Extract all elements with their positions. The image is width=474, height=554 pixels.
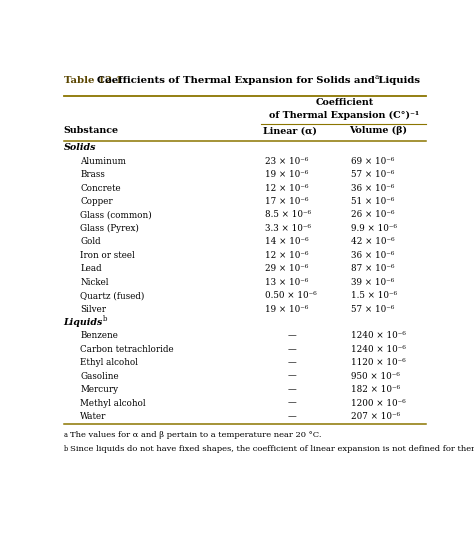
Text: Glass (common): Glass (common) — [80, 211, 152, 219]
Text: b: b — [64, 445, 68, 454]
Text: Ethyl alcohol: Ethyl alcohol — [80, 358, 138, 367]
Text: 14 × 10⁻⁶: 14 × 10⁻⁶ — [265, 237, 309, 247]
Text: Volume (β): Volume (β) — [349, 126, 408, 135]
Text: 9.9 × 10⁻⁶: 9.9 × 10⁻⁶ — [351, 224, 397, 233]
Text: 39 × 10⁻⁶: 39 × 10⁻⁶ — [351, 278, 394, 286]
Text: —: — — [287, 372, 296, 381]
Text: 207 × 10⁻⁶: 207 × 10⁻⁶ — [351, 412, 401, 421]
Text: 1240 × 10⁻⁶: 1240 × 10⁻⁶ — [351, 331, 406, 340]
Text: 0.50 × 10⁻⁶: 0.50 × 10⁻⁶ — [265, 291, 317, 300]
Text: —: — — [287, 331, 296, 340]
Text: of Thermal Expansion (C°)⁻¹: of Thermal Expansion (C°)⁻¹ — [269, 111, 419, 120]
Text: Gasoline: Gasoline — [80, 372, 119, 381]
Text: Table 12.1: Table 12.1 — [64, 76, 129, 85]
Text: 19 × 10⁻⁶: 19 × 10⁻⁶ — [265, 170, 309, 179]
Text: Carbon tetrachloride: Carbon tetrachloride — [80, 345, 174, 354]
Text: 1240 × 10⁻⁶: 1240 × 10⁻⁶ — [351, 345, 406, 354]
Text: 950 × 10⁻⁶: 950 × 10⁻⁶ — [351, 372, 400, 381]
Text: 29 × 10⁻⁶: 29 × 10⁻⁶ — [265, 264, 309, 273]
Text: Aluminum: Aluminum — [80, 157, 126, 166]
Text: 182 × 10⁻⁶: 182 × 10⁻⁶ — [351, 385, 401, 394]
Text: 36 × 10⁻⁶: 36 × 10⁻⁶ — [351, 183, 395, 193]
Text: 1200 × 10⁻⁶: 1200 × 10⁻⁶ — [351, 398, 406, 408]
Text: 12 × 10⁻⁶: 12 × 10⁻⁶ — [265, 183, 309, 193]
Text: Silver: Silver — [80, 305, 106, 314]
Text: Water: Water — [80, 412, 107, 421]
Text: Since liquids do not have fixed shapes, the coefficient of linear expansion is n: Since liquids do not have fixed shapes, … — [70, 445, 474, 454]
Text: Iron or steel: Iron or steel — [80, 251, 135, 260]
Text: 19 × 10⁻⁶: 19 × 10⁻⁶ — [265, 305, 309, 314]
Text: 17 × 10⁻⁶: 17 × 10⁻⁶ — [265, 197, 309, 206]
Text: The values for α and β pertain to a temperature near 20 °C.: The values for α and β pertain to a temp… — [70, 432, 322, 439]
Text: Linear (α): Linear (α) — [263, 126, 317, 135]
Text: —: — — [287, 385, 296, 394]
Text: 87 × 10⁻⁶: 87 × 10⁻⁶ — [351, 264, 395, 273]
Text: Mercury: Mercury — [80, 385, 118, 394]
Text: a: a — [64, 432, 68, 439]
Text: Quartz (fused): Quartz (fused) — [80, 291, 145, 300]
Text: 3.3 × 10⁻⁶: 3.3 × 10⁻⁶ — [265, 224, 311, 233]
Text: Benzene: Benzene — [80, 331, 118, 340]
Text: Liquids: Liquids — [64, 318, 103, 327]
Text: 12 × 10⁻⁶: 12 × 10⁻⁶ — [265, 251, 309, 260]
Text: Brass: Brass — [80, 170, 105, 179]
Text: 26 × 10⁻⁶: 26 × 10⁻⁶ — [351, 211, 395, 219]
Text: Concrete: Concrete — [80, 183, 121, 193]
Text: Nickel: Nickel — [80, 278, 109, 286]
Text: b: b — [103, 315, 108, 322]
Text: 69 × 10⁻⁶: 69 × 10⁻⁶ — [351, 157, 395, 166]
Text: —: — — [287, 412, 296, 421]
Text: 51 × 10⁻⁶: 51 × 10⁻⁶ — [351, 197, 395, 206]
Text: Solids: Solids — [64, 143, 96, 152]
Text: 1.5 × 10⁻⁶: 1.5 × 10⁻⁶ — [351, 291, 397, 300]
Text: 8.5 × 10⁻⁶: 8.5 × 10⁻⁶ — [265, 211, 311, 219]
Text: Glass (Pyrex): Glass (Pyrex) — [80, 224, 139, 233]
Text: Copper: Copper — [80, 197, 113, 206]
Text: 13 × 10⁻⁶: 13 × 10⁻⁶ — [265, 278, 309, 286]
Text: —: — — [287, 345, 296, 354]
Text: Methyl alcohol: Methyl alcohol — [80, 398, 146, 408]
Text: 36 × 10⁻⁶: 36 × 10⁻⁶ — [351, 251, 395, 260]
Text: 1120 × 10⁻⁶: 1120 × 10⁻⁶ — [351, 358, 406, 367]
Text: Coefficient: Coefficient — [315, 99, 374, 107]
Text: 23 × 10⁻⁶: 23 × 10⁻⁶ — [265, 157, 309, 166]
Text: —: — — [287, 358, 296, 367]
Text: 57 × 10⁻⁶: 57 × 10⁻⁶ — [351, 305, 395, 314]
Text: Lead: Lead — [80, 264, 102, 273]
Text: 57 × 10⁻⁶: 57 × 10⁻⁶ — [351, 170, 395, 179]
Text: —: — — [287, 398, 296, 408]
Text: Substance: Substance — [64, 126, 118, 135]
Text: 42 × 10⁻⁶: 42 × 10⁻⁶ — [351, 237, 395, 247]
Text: a: a — [375, 73, 379, 81]
Text: Gold: Gold — [80, 237, 101, 247]
Text: Coefficients of Thermal Expansion for Solids and Liquids: Coefficients of Thermal Expansion for So… — [98, 76, 420, 85]
